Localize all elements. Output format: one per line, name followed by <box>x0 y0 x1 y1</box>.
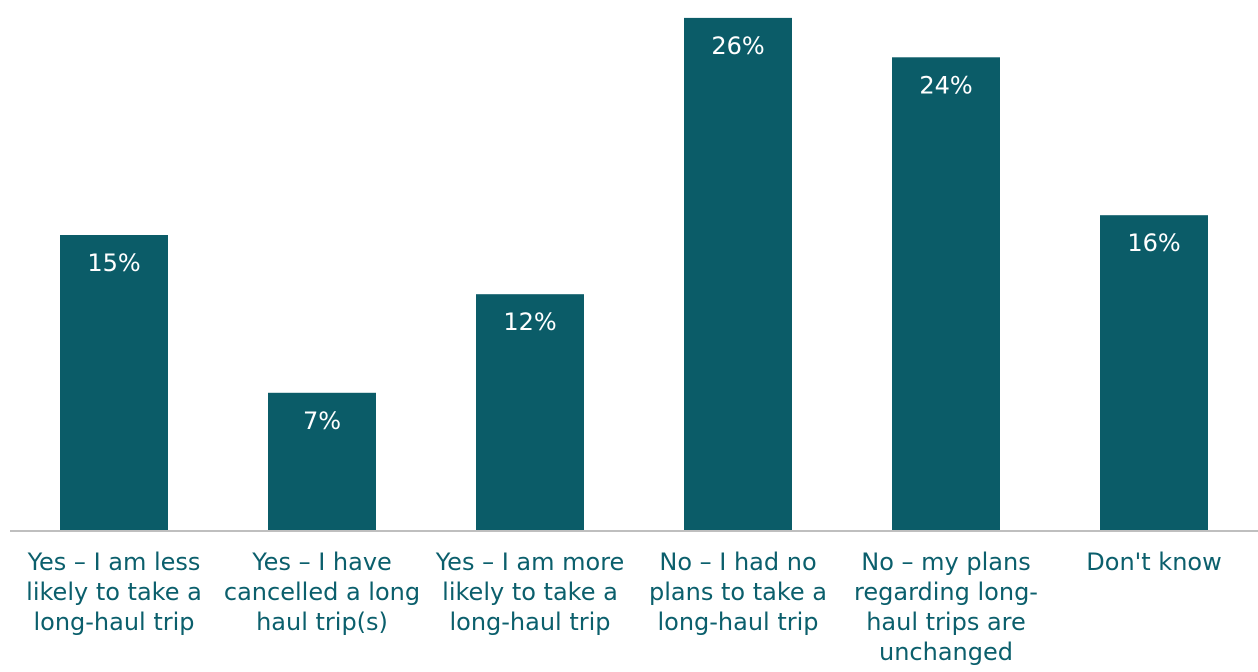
category-label-line: No – I had no <box>659 548 816 576</box>
category-label-line: cancelled a long <box>224 578 420 606</box>
data-label-1: 15% <box>87 249 140 277</box>
category-label-5: No – my plans regarding long-haul trips a… <box>854 548 1038 666</box>
category-label-line: Yes – I have <box>251 548 392 576</box>
category-label-line: likely to take a <box>442 578 618 606</box>
category-label-line: regarding long- <box>854 578 1038 606</box>
category-label-line: No – my plans <box>861 548 1030 576</box>
data-label-5: 24% <box>919 71 972 99</box>
category-label-line: haul trip(s) <box>256 608 388 636</box>
bar-2 <box>268 392 376 531</box>
bar-1 <box>60 235 168 531</box>
category-label-1: Yes – I am less likely to take a long-haul… <box>26 548 202 636</box>
data-label-4: 26% <box>711 32 764 60</box>
category-label-line: long-haul trip <box>657 608 818 636</box>
category-label-line: plans to take a <box>649 578 827 606</box>
category-label-line: Don't know <box>1086 548 1221 576</box>
category-label-line: long-haul trip <box>33 608 194 636</box>
bar-6 <box>1100 215 1208 531</box>
bar-4 <box>684 17 792 531</box>
category-labels-group: Yes – I am less likely to take a long-haul… <box>26 548 1222 666</box>
data-label-6: 16% <box>1127 229 1180 257</box>
category-label-2: Yes – I have cancelled a long haul trip(s) <box>224 548 420 636</box>
category-label-line: Yes – I am more <box>435 548 625 576</box>
category-label-line: unchanged <box>879 638 1013 666</box>
bar-3 <box>476 294 584 531</box>
category-label-line: haul trips are <box>866 608 1026 636</box>
category-label-6: Don't know <box>1086 548 1221 576</box>
category-label-line: long-haul trip <box>449 608 610 636</box>
bars-group: 15% 7% 12% 26% 24% 16% <box>60 17 1208 532</box>
data-label-2: 7% <box>303 407 341 435</box>
data-label-3: 12% <box>503 308 556 336</box>
category-label-line: likely to take a <box>26 578 202 606</box>
category-label-3: Yes – I am more likely to take a long-haul… <box>435 548 625 636</box>
bar-5 <box>892 57 1000 532</box>
category-label-line: Yes – I am less <box>27 548 201 576</box>
category-label-4: No – I had no plans to take a long-haul tr… <box>649 548 827 636</box>
